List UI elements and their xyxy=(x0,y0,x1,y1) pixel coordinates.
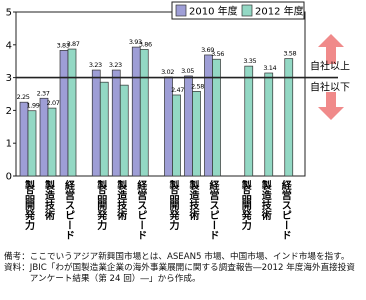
bar xyxy=(59,50,69,177)
legend-label: 2012 年度 xyxy=(255,5,304,18)
x-tick-label: 製品開発力 xyxy=(167,179,180,231)
value-label: 3.56 xyxy=(211,50,224,58)
bar xyxy=(184,75,193,177)
note-text: ここでいうアジア新興国市場とは、ASEAN5 市場、中国市場、インド市場を指す。 xyxy=(29,252,350,262)
value-label: 3.69 xyxy=(201,46,214,54)
value-label: 2.25 xyxy=(17,93,30,101)
bar xyxy=(99,81,109,177)
up-arrow xyxy=(318,34,344,64)
value-label: 3.02 xyxy=(161,68,174,76)
legend-label: 2010 年度 xyxy=(189,5,238,18)
value-label: 2.47 xyxy=(171,86,184,94)
value-label: 3.23 xyxy=(109,61,122,69)
legend: 2010 年度 2012 年度 xyxy=(171,1,305,20)
bar xyxy=(47,107,57,177)
bar xyxy=(284,58,294,177)
x-tick-label: 製品開発力 xyxy=(95,179,108,231)
value-label: 3.58 xyxy=(283,50,296,58)
note-label: 資料： xyxy=(4,263,30,273)
value-label: 2.07 xyxy=(47,99,60,107)
value-label: 3.87 xyxy=(67,40,80,48)
x-tick-label: 製造技術 xyxy=(115,179,128,221)
value-label: 3.93 xyxy=(129,38,142,46)
x-tick-label: 製品開発力 xyxy=(23,179,36,231)
bar xyxy=(119,84,129,177)
x-tick-label: 経営スピード xyxy=(207,179,219,240)
arrows xyxy=(318,34,344,120)
bar xyxy=(67,48,77,177)
value-label: 3.23 xyxy=(89,61,102,69)
value-label: 2.58 xyxy=(191,82,204,90)
x-tick-label: 経営スピード xyxy=(63,179,75,240)
y-tick-label: 1 xyxy=(6,139,12,150)
notes: 備考： ここでいうアジア新興国市場とは、ASEAN5 市場、中国市場、インド市場を… xyxy=(4,252,362,285)
bar xyxy=(131,46,141,177)
note-text: JBIC「わが国製造業企業の海外事業展開に関する調査報告―2012 年度海外直接… xyxy=(29,263,355,284)
value-label: 3.14 xyxy=(263,64,276,72)
y-tick-label: 5 xyxy=(6,8,12,19)
note: 備考： ここでいうアジア新興国市場とは、ASEAN5 市場、中国市場、インド市場を… xyxy=(4,252,362,263)
x-tick-label: 経営スピード xyxy=(135,179,147,240)
bar xyxy=(172,94,181,177)
note: 資料： JBIC「わが国製造業企業の海外事業展開に関する調査報告―2012 年度海… xyxy=(4,263,362,285)
annotation: 自社以下 xyxy=(310,81,350,94)
bar xyxy=(19,101,29,177)
bar xyxy=(39,97,49,177)
value-label: 3.86 xyxy=(139,40,152,48)
x-tick-label: 製品開発力 xyxy=(239,179,252,231)
y-tick-label: 4 xyxy=(6,40,12,51)
bar xyxy=(111,69,121,177)
legend-swatch xyxy=(175,4,187,17)
value-label: 3.35 xyxy=(243,57,256,65)
annotation: 自社以上 xyxy=(310,60,350,73)
down-arrow xyxy=(318,92,344,120)
y-tick-label: 3 xyxy=(6,73,12,84)
x-tick-label: 製造技術 xyxy=(187,179,200,221)
bar xyxy=(264,72,274,177)
bar xyxy=(212,58,221,177)
value-label: 1.99 xyxy=(27,102,40,110)
bar xyxy=(27,110,37,177)
plot-frame xyxy=(15,11,306,177)
bar xyxy=(204,54,213,177)
bar xyxy=(192,91,201,177)
bar xyxy=(139,49,149,177)
value-label: 3.83 xyxy=(57,41,70,49)
bar xyxy=(91,69,101,177)
y-tick-label: 2 xyxy=(6,106,12,117)
legend-frame xyxy=(171,1,305,20)
y-tick-label: 0 xyxy=(6,172,12,183)
legend-swatch xyxy=(241,4,253,17)
x-tick-label: 製造技術 xyxy=(259,179,272,221)
note-label: 備考： xyxy=(4,252,30,262)
bar xyxy=(244,65,254,177)
x-tick-label: 製造技術 xyxy=(43,179,56,221)
value-label: 2.37 xyxy=(37,89,50,97)
chart: 0 1 2 3 4 5 2.25 2.37 3.83 3.23 3.23 3.93 3.02 3.05 3.… xyxy=(6,1,350,240)
x-tick-label: 経営スピード xyxy=(279,179,291,240)
value-label: 3.05 xyxy=(181,67,194,75)
